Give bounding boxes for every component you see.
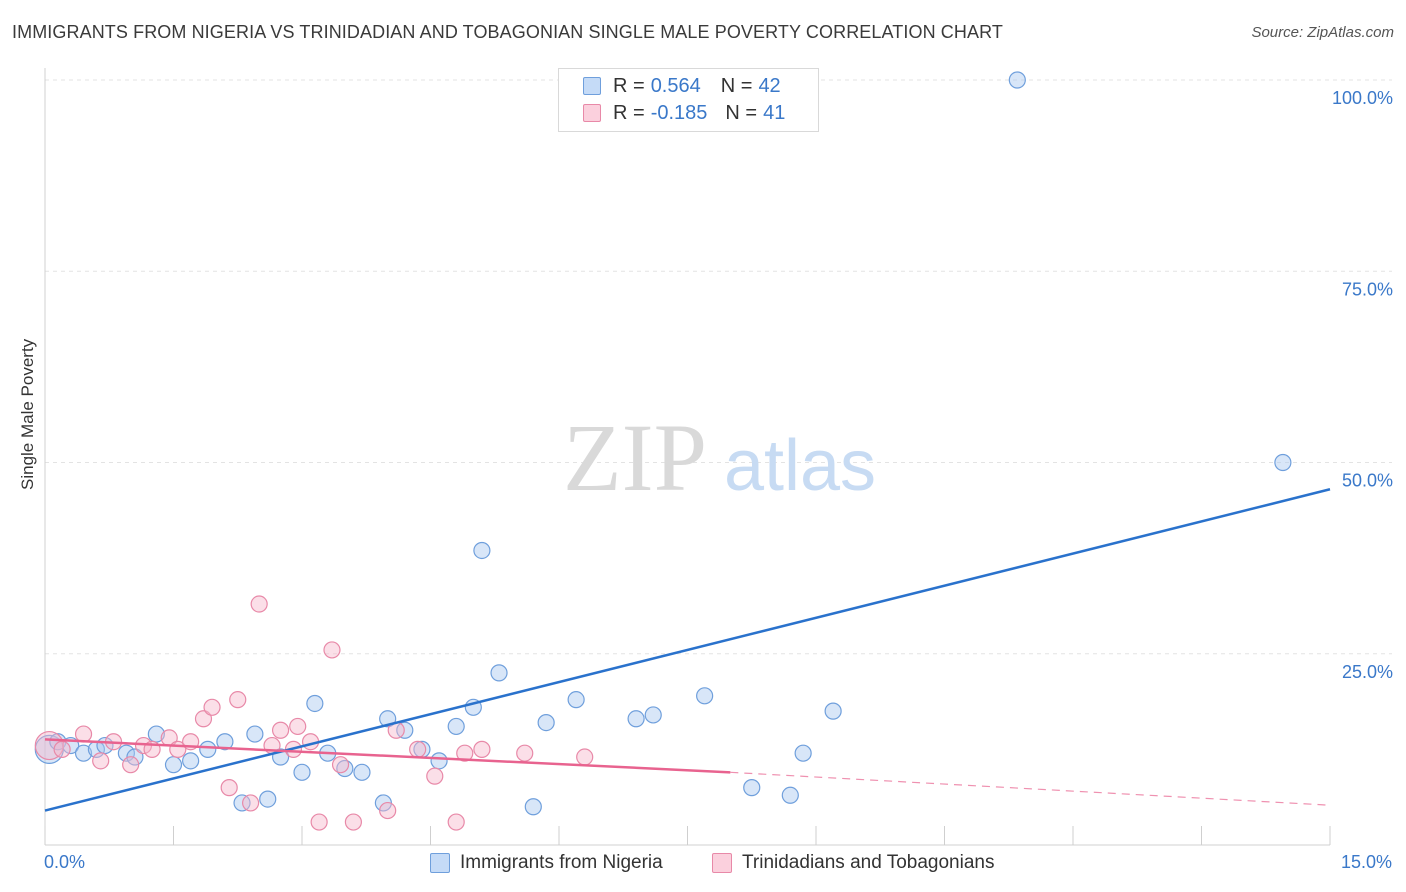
point-trinidad [323, 641, 341, 659]
stats-legend: R = 0.564 N = 42 R = -0.185 N = 41 [558, 68, 819, 132]
trend-line-trinidad-extension [730, 771, 1331, 806]
point-nigeria [259, 790, 277, 808]
nigeria-swatch [583, 77, 601, 95]
n-label: N = [725, 101, 758, 124]
r-label: R = [613, 74, 645, 97]
chart-title: IMMIGRANTS FROM NIGERIA VS TRINIDADIAN A… [12, 22, 1003, 42]
point-nigeria [353, 763, 371, 781]
point-trinidad [53, 740, 71, 758]
legend-swatch-nigeria [430, 853, 450, 873]
point-trinidad [456, 744, 474, 762]
trinidad-swatch [583, 104, 601, 122]
point-nigeria [696, 687, 714, 705]
point-trinidad [289, 717, 307, 736]
data-points [34, 71, 1292, 831]
point-trinidad [379, 801, 397, 820]
r-value: 0.564 [650, 74, 701, 97]
point-trinidad [92, 752, 110, 770]
point-nigeria [182, 752, 200, 770]
grid-lines [45, 79, 1392, 655]
point-trinidad [310, 813, 328, 831]
point-nigeria [644, 706, 662, 724]
r-value: -0.185 [650, 101, 708, 124]
point-trinidad [331, 756, 350, 774]
stats-row-trinidad: R = -0.185 N = 41 [583, 100, 785, 126]
trend-lines [44, 488, 1331, 812]
point-nigeria [567, 691, 585, 709]
point-nigeria [164, 756, 183, 774]
point-nigeria [627, 710, 645, 728]
y-tick-label: 100.0% [1332, 88, 1393, 108]
legend-item-trinidad: Trinidadians and Tobagonians [712, 852, 994, 874]
point-nigeria [794, 744, 812, 762]
n-value: 42 [758, 74, 781, 97]
point-nigeria [473, 541, 491, 560]
source-label: Source: ZipAtlas.com [1251, 24, 1394, 41]
x-tick-min: 0.0% [44, 852, 86, 872]
point-nigeria [524, 798, 542, 816]
n-value: 41 [763, 101, 786, 124]
point-trinidad [203, 698, 221, 716]
y-tick-labels: 25.0% 50.0% 75.0% 100.0% [1332, 88, 1393, 682]
point-trinidad [250, 595, 268, 613]
point-trinidad [426, 767, 444, 785]
legend-swatch-trinidad [712, 853, 732, 873]
point-trinidad [242, 794, 260, 812]
point-trinidad [576, 748, 594, 766]
point-nigeria [490, 664, 508, 682]
watermark-atlas: atlas [724, 426, 876, 506]
point-nigeria [199, 740, 217, 758]
y-tick-label: 50.0% [1342, 471, 1393, 491]
point-trinidad [344, 813, 362, 831]
point-nigeria [781, 786, 799, 804]
x-tick-max: 15.0% [1340, 852, 1392, 872]
n-label: N = [720, 74, 753, 97]
point-nigeria [293, 763, 311, 781]
point-trinidad [229, 691, 247, 709]
point-nigeria [216, 733, 234, 751]
point-trinidad [34, 730, 64, 761]
point-nigeria [1274, 453, 1292, 472]
series-legend: Immigrants from Nigeria Trinidadians and… [0, 852, 1406, 878]
point-nigeria [537, 713, 555, 732]
y-axis-label: Single Male Poverty [18, 338, 37, 490]
point-nigeria [447, 717, 465, 736]
axes [44, 68, 1331, 846]
legend-label-trinidad: Trinidadians and Tobagonians [742, 852, 995, 873]
point-nigeria [430, 752, 448, 770]
point-trinidad [473, 740, 491, 758]
trend-line-nigeria [44, 488, 1331, 812]
trend-line-trinidad [44, 738, 731, 774]
point-nigeria [824, 702, 842, 720]
r-label: R = [613, 101, 645, 124]
y-tick-label: 75.0% [1342, 279, 1393, 299]
point-trinidad [220, 779, 238, 797]
point-trinidad [74, 725, 93, 743]
point-nigeria [246, 725, 264, 743]
point-trinidad [409, 740, 427, 758]
stats-row-nigeria: R = 0.564 N = 42 [583, 73, 781, 99]
legend-label-nigeria: Immigrants from Nigeria [460, 852, 663, 873]
point-nigeria [743, 779, 761, 797]
y-tick-label: 25.0% [1342, 662, 1393, 682]
point-trinidad [447, 813, 465, 831]
point-nigeria [306, 694, 324, 713]
point-trinidad [516, 744, 534, 762]
point-trinidad [194, 710, 213, 728]
legend-item-nigeria: Immigrants from Nigeria [430, 852, 663, 874]
point-nigeria [1008, 71, 1026, 89]
watermark: ZIP atlas [563, 404, 876, 511]
point-trinidad [122, 756, 140, 774]
watermark-zip: ZIP [563, 404, 707, 511]
point-trinidad [271, 721, 290, 739]
point-nigeria [74, 744, 93, 762]
